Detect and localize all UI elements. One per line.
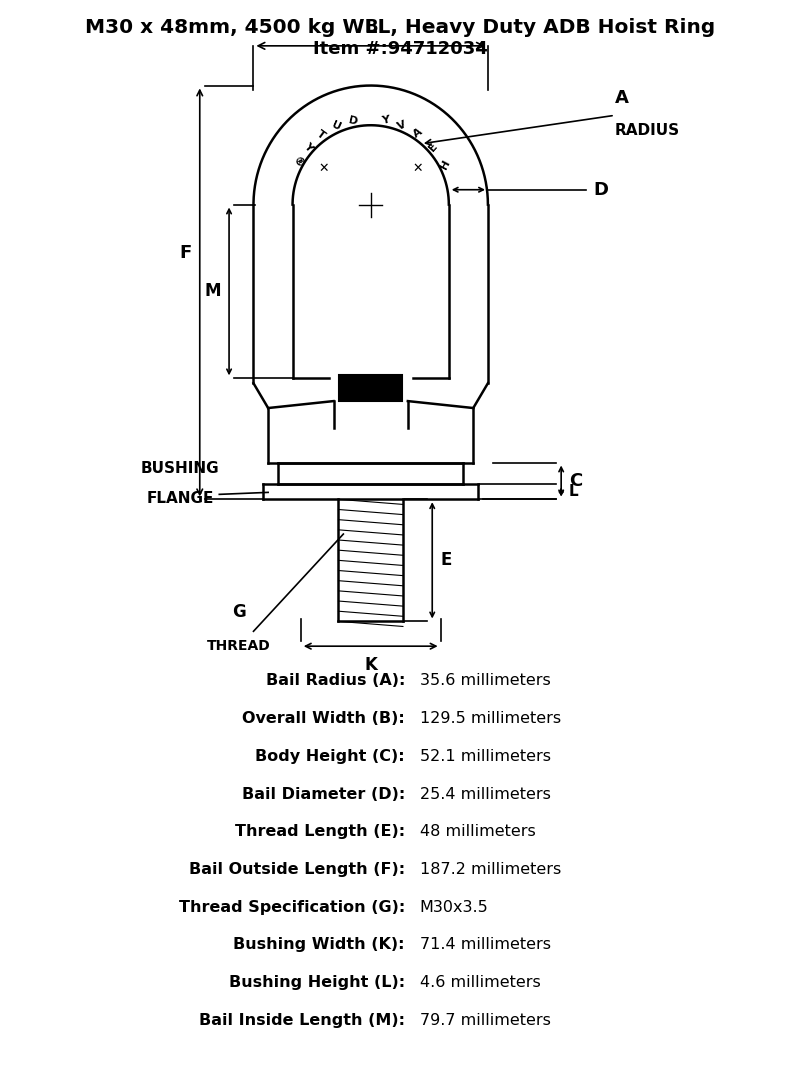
Text: G: G	[232, 604, 246, 621]
Text: RADIUS: RADIUS	[615, 123, 680, 138]
Text: V: V	[397, 119, 408, 131]
Text: D: D	[347, 115, 358, 127]
Text: M30 x 48mm, 4500 kg WLL, Heavy Duty ADB Hoist Ring: M30 x 48mm, 4500 kg WLL, Heavy Duty ADB …	[85, 18, 715, 37]
Text: 35.6 millimeters: 35.6 millimeters	[419, 673, 550, 688]
Text: Thread Length (E):: Thread Length (E):	[234, 824, 405, 840]
Bar	[339, 375, 402, 401]
Text: ✕: ✕	[412, 162, 423, 175]
Text: T: T	[315, 129, 327, 142]
Text: E: E	[440, 552, 451, 569]
Text: 4.6 millimeters: 4.6 millimeters	[419, 975, 540, 990]
Text: Bail Diameter (D):: Bail Diameter (D):	[242, 787, 405, 802]
Text: C: C	[569, 472, 582, 490]
Text: Bail Radius (A):: Bail Radius (A):	[266, 673, 405, 688]
Text: Item #:94712034: Item #:94712034	[313, 40, 487, 58]
Text: THREAD: THREAD	[207, 639, 270, 654]
Text: 187.2 millimeters: 187.2 millimeters	[419, 862, 561, 876]
Text: ✕: ✕	[318, 162, 329, 175]
Text: FLANGE: FLANGE	[146, 491, 214, 506]
Text: Bail Outside Length (F):: Bail Outside Length (F):	[189, 862, 405, 876]
Text: 129.5 millimeters: 129.5 millimeters	[419, 711, 561, 726]
Text: Y: Y	[381, 115, 390, 126]
Text: H: H	[438, 158, 452, 171]
Text: A: A	[411, 127, 424, 140]
Text: 48 millimeters: 48 millimeters	[419, 824, 535, 840]
Text: Bushing Height (L):: Bushing Height (L):	[229, 975, 405, 990]
Text: Bail Inside Length (M):: Bail Inside Length (M):	[199, 1013, 405, 1028]
Text: Bushing Width (K):: Bushing Width (K):	[234, 937, 405, 952]
Text: 52.1 millimeters: 52.1 millimeters	[419, 749, 550, 764]
Text: Thread Specification (G):: Thread Specification (G):	[178, 899, 405, 914]
Text: M: M	[205, 282, 222, 301]
Text: ®: ®	[290, 155, 305, 169]
Text: 79.7 millimeters: 79.7 millimeters	[419, 1013, 550, 1028]
Text: M30x3.5: M30x3.5	[419, 899, 488, 914]
Text: Body Height (C):: Body Height (C):	[255, 749, 405, 764]
Text: E: E	[427, 141, 440, 154]
Text: K: K	[364, 656, 377, 674]
Text: BUSHING: BUSHING	[141, 461, 219, 475]
Text: Y: Y	[302, 141, 314, 154]
Text: F: F	[180, 243, 192, 262]
Text: U: U	[330, 120, 342, 133]
Text: A: A	[615, 90, 629, 107]
Text: B: B	[364, 18, 378, 36]
Text: 25.4 millimeters: 25.4 millimeters	[419, 787, 550, 802]
Text: 71.4 millimeters: 71.4 millimeters	[419, 937, 550, 952]
Text: D: D	[594, 181, 609, 199]
Text: Overall Width (B):: Overall Width (B):	[242, 711, 405, 726]
Text: L: L	[569, 485, 578, 500]
